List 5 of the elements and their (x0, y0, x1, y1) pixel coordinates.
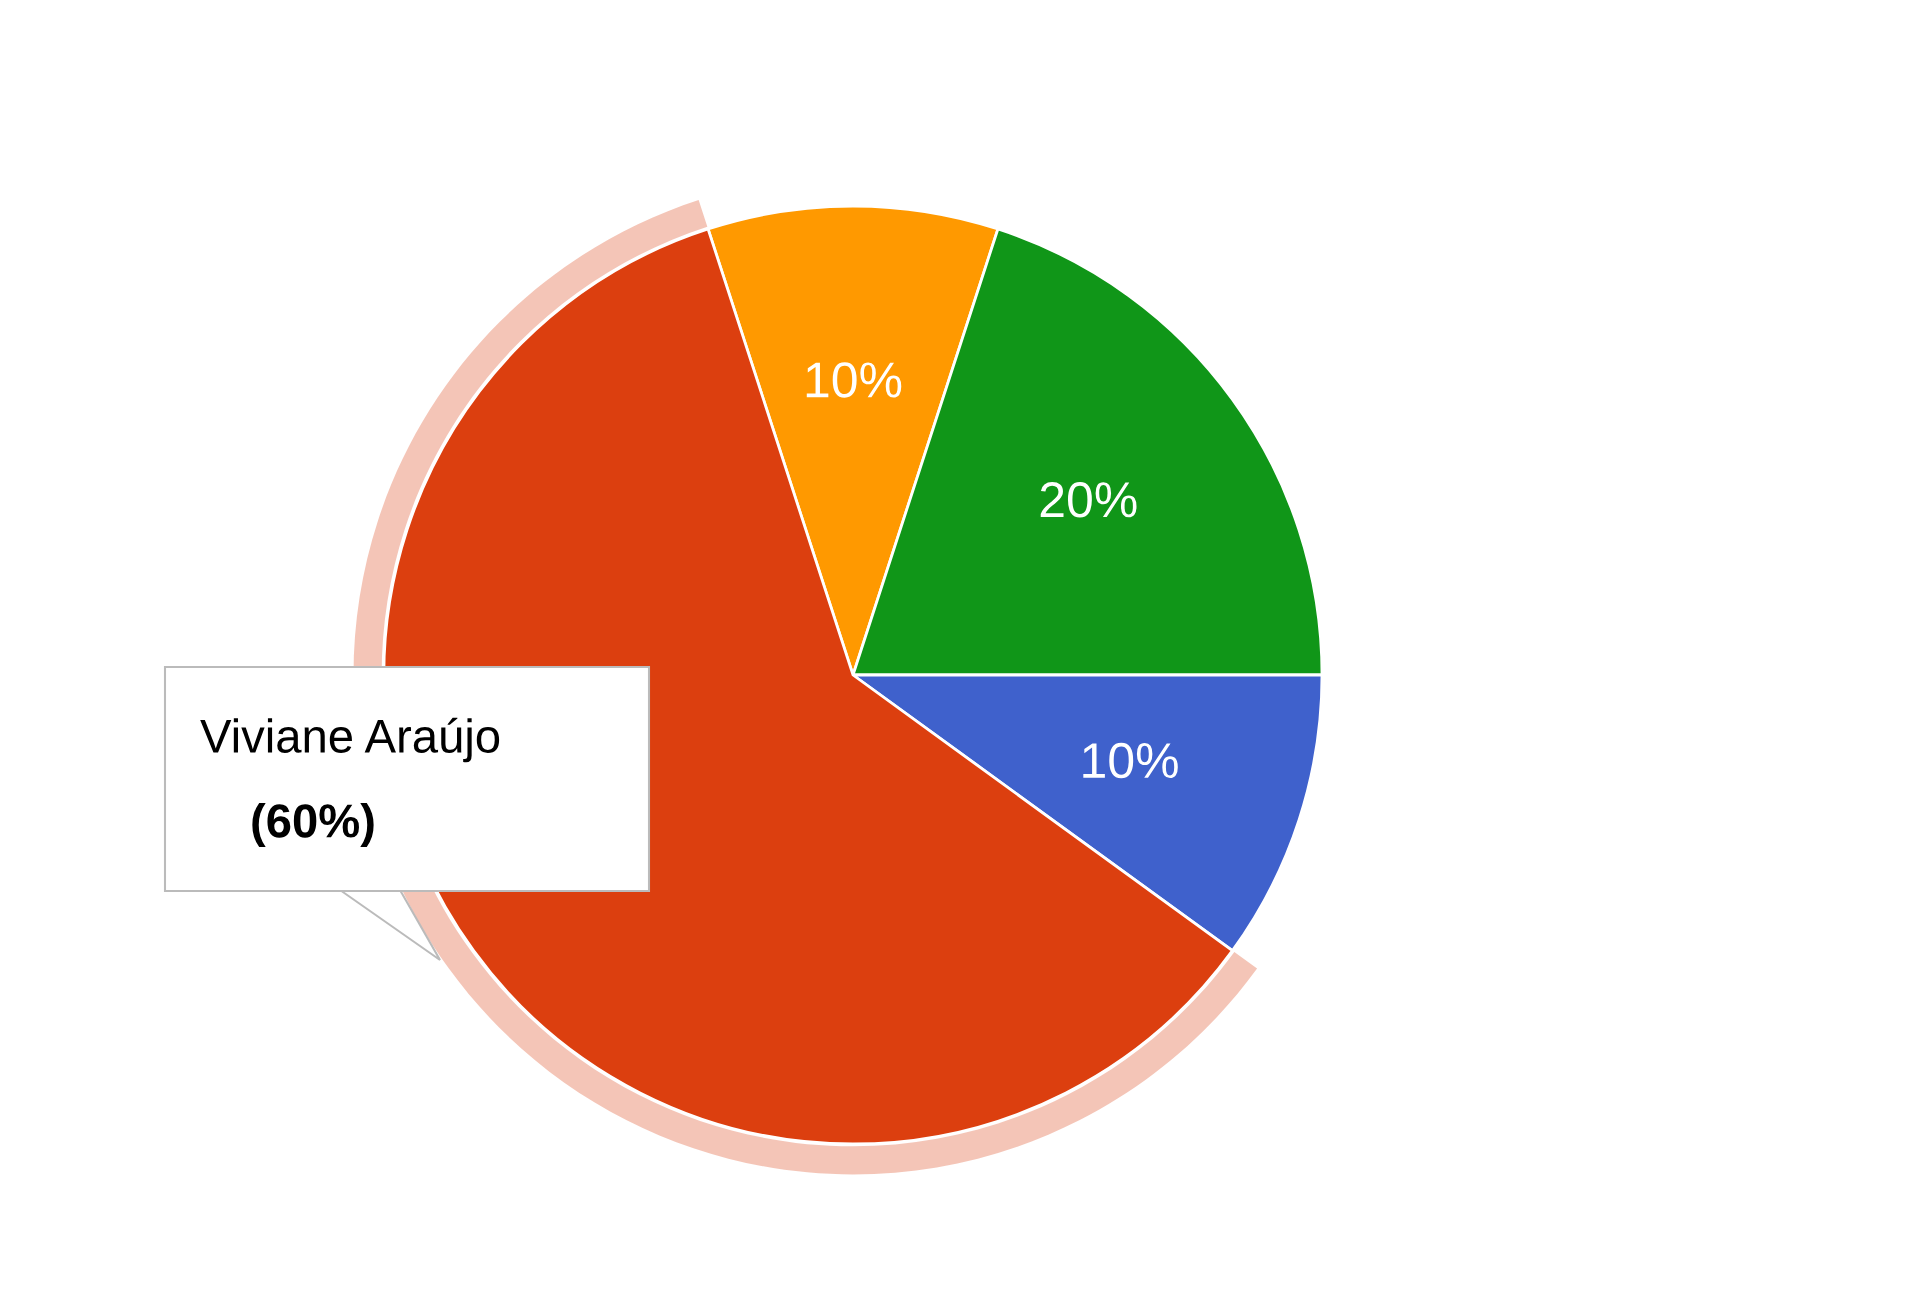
slice-label: Viviane Araújo (200, 717, 500, 763)
text: (60%) (252, 802, 374, 848)
data-label: 10% (806, 362, 902, 398)
data-label: 20% (1040, 482, 1137, 518)
data-label: 10% (1083, 742, 1178, 779)
